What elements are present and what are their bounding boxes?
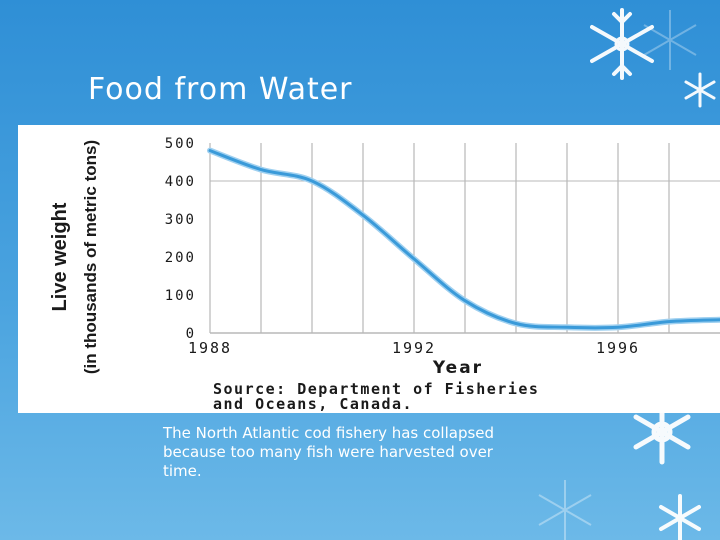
x-tick-label-1992: 1992 xyxy=(392,339,436,357)
grid-layer xyxy=(209,143,720,334)
snowflake-decoration-right xyxy=(633,400,701,540)
y-axis-label-sub: (in thousands of metric tons) xyxy=(81,140,100,374)
y-tick-label-100: 100 xyxy=(165,288,196,304)
slide-title: Food from Water xyxy=(88,72,353,107)
y-tick-label-500: 500 xyxy=(165,136,196,152)
y-axis-label-group: Live weight (in thousands of metric tons… xyxy=(49,140,100,374)
series-layer xyxy=(207,147,720,331)
y-tick-label-400: 400 xyxy=(165,174,196,190)
x-tick-label-1988: 1988 xyxy=(188,339,232,357)
snowflake-decoration-top xyxy=(590,8,716,108)
y-tick-label-0: 0 xyxy=(186,326,196,342)
source-line-1: Source: Department of Fisheries xyxy=(213,380,539,398)
y-tick-label-300: 300 xyxy=(165,212,196,228)
snowflake-decoration-bottom xyxy=(538,480,592,540)
cod-catch-line-chart: 0 100 200 300 400 500 1988 1992 1996 Live weight… xyxy=(49,136,720,413)
tick-layer: 0 100 200 300 400 500 1988 1992 1996 xyxy=(165,136,640,357)
x-axis-label: Year xyxy=(432,358,483,378)
y-axis-label: Live weight xyxy=(49,202,71,311)
y-tick-label-200: 200 xyxy=(165,250,196,266)
x-tick-label-1996: 1996 xyxy=(596,339,640,357)
source-line-2: and Oceans, Canada. xyxy=(213,395,413,413)
chart-panel: 0 100 200 300 400 500 1988 1992 1996 Live weight… xyxy=(18,125,720,413)
slide-caption: The North Atlantic cod fishery has colla… xyxy=(163,424,495,480)
